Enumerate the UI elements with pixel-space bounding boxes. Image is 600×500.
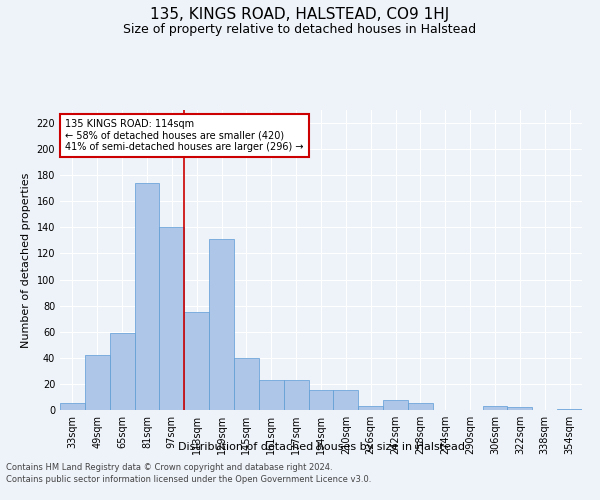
Bar (358, 406, 383, 410)
Bar (184, 312, 209, 410)
Text: Distribution of detached houses by size in Halstead: Distribution of detached houses by size … (178, 442, 464, 452)
Bar (110, 333, 134, 410)
Bar (284, 380, 308, 410)
Y-axis label: Number of detached properties: Number of detached properties (21, 172, 31, 348)
Bar (383, 400, 408, 410)
Bar (482, 406, 508, 410)
Bar (134, 183, 160, 410)
Text: 135 KINGS ROAD: 114sqm
← 58% of detached houses are smaller (420)
41% of semi-de: 135 KINGS ROAD: 114sqm ← 58% of detached… (65, 119, 304, 152)
Bar (334, 390, 358, 410)
Bar (160, 228, 184, 410)
Bar (508, 408, 532, 410)
Bar (234, 358, 259, 410)
Text: Contains public sector information licensed under the Open Government Licence v3: Contains public sector information licen… (6, 475, 371, 484)
Text: 135, KINGS ROAD, HALSTEAD, CO9 1HJ: 135, KINGS ROAD, HALSTEAD, CO9 1HJ (151, 8, 449, 22)
Bar (308, 390, 334, 410)
Text: Contains HM Land Registry data © Crown copyright and database right 2024.: Contains HM Land Registry data © Crown c… (6, 464, 332, 472)
Bar (60, 404, 85, 410)
Text: Size of property relative to detached houses in Halstead: Size of property relative to detached ho… (124, 22, 476, 36)
Bar (209, 239, 234, 410)
Bar (408, 404, 433, 410)
Bar (259, 380, 284, 410)
Bar (557, 408, 582, 410)
Bar (85, 355, 110, 410)
